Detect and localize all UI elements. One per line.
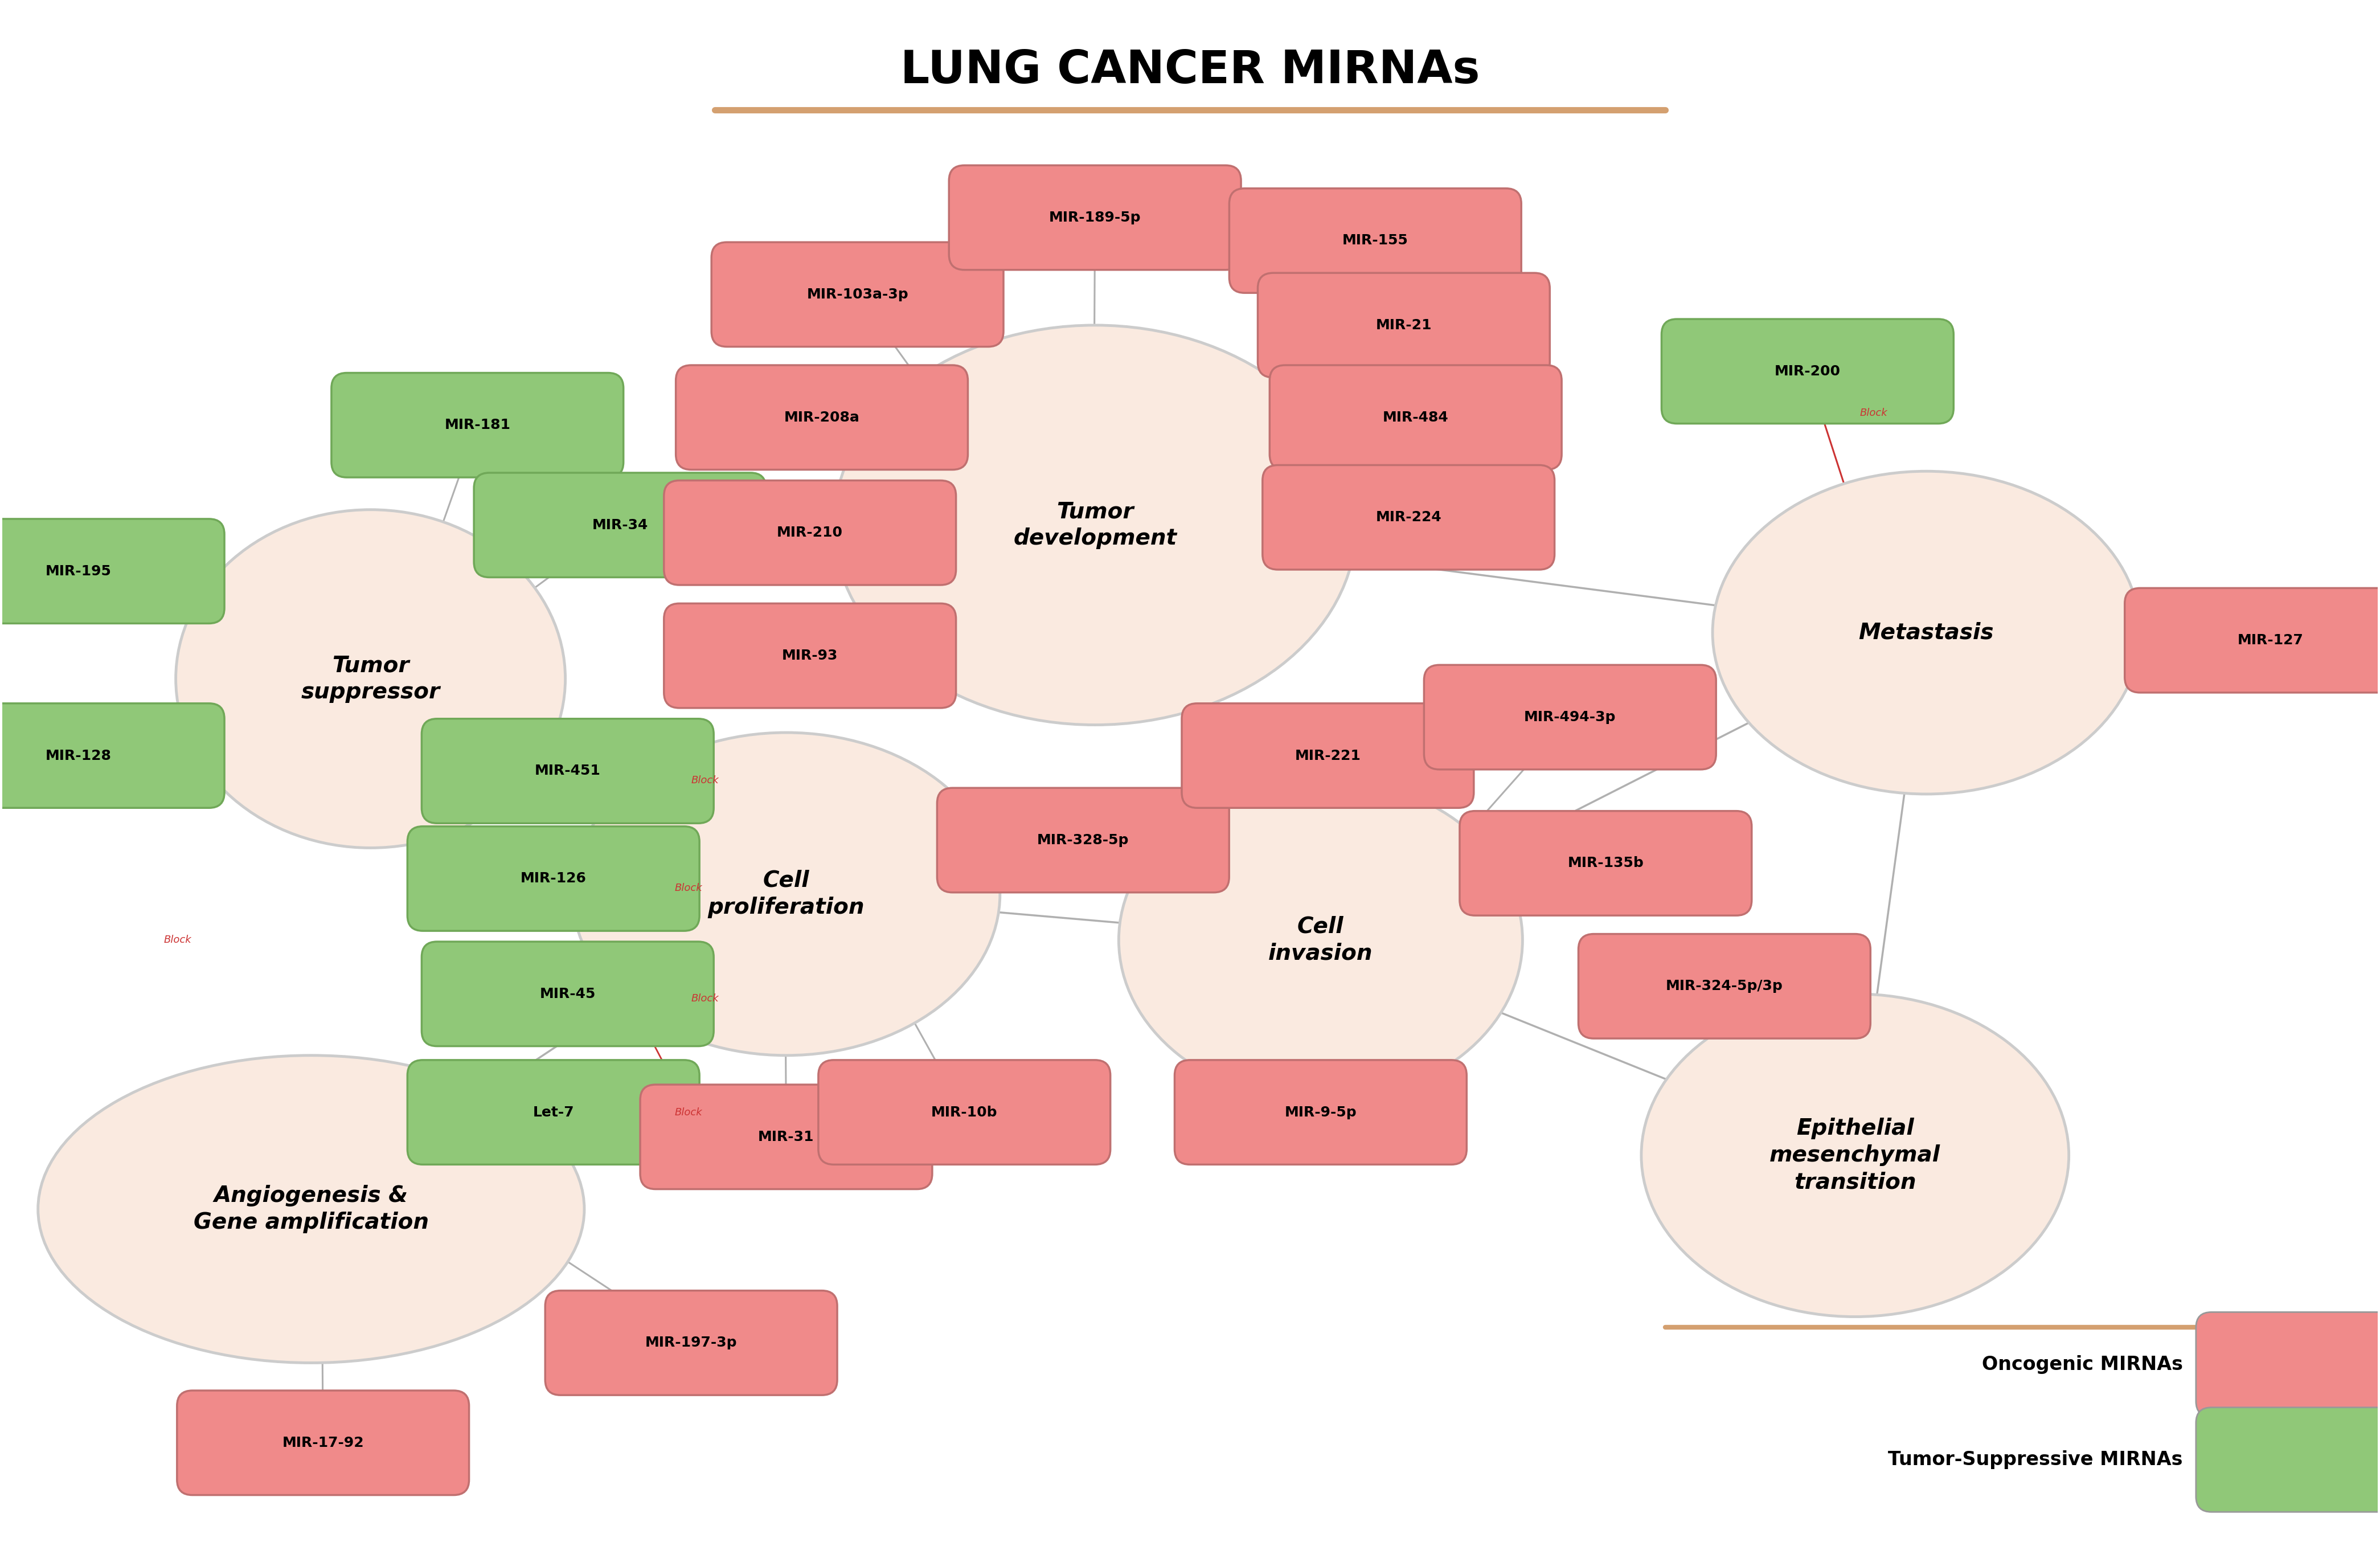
- Text: MIR-127: MIR-127: [2237, 634, 2304, 648]
- Text: Block: Block: [674, 1107, 702, 1118]
- Text: MIR-195: MIR-195: [45, 564, 112, 578]
- FancyBboxPatch shape: [712, 242, 1004, 347]
- Text: MIR-31: MIR-31: [759, 1130, 814, 1144]
- Ellipse shape: [1642, 995, 2068, 1317]
- FancyBboxPatch shape: [2197, 1408, 2380, 1513]
- FancyBboxPatch shape: [474, 473, 766, 577]
- FancyBboxPatch shape: [176, 1391, 469, 1496]
- Text: Let-7: Let-7: [533, 1106, 574, 1119]
- Text: Cell
invasion: Cell invasion: [1269, 916, 1373, 964]
- Ellipse shape: [1714, 472, 2140, 794]
- Text: MIR-45: MIR-45: [540, 987, 595, 1001]
- FancyBboxPatch shape: [407, 827, 700, 931]
- FancyBboxPatch shape: [1228, 188, 1521, 293]
- FancyBboxPatch shape: [1459, 811, 1752, 916]
- Text: MIR-34: MIR-34: [593, 518, 647, 532]
- Text: MIR-197-3p: MIR-197-3p: [645, 1335, 738, 1349]
- Ellipse shape: [574, 732, 1000, 1055]
- FancyBboxPatch shape: [1176, 1059, 1466, 1164]
- Ellipse shape: [176, 510, 566, 848]
- Text: Tumor
suppressor: Tumor suppressor: [300, 654, 440, 703]
- FancyBboxPatch shape: [1257, 273, 1549, 378]
- FancyBboxPatch shape: [1578, 934, 1871, 1038]
- FancyBboxPatch shape: [1183, 703, 1473, 808]
- Ellipse shape: [833, 325, 1357, 725]
- FancyBboxPatch shape: [2125, 588, 2380, 692]
- FancyBboxPatch shape: [545, 1291, 838, 1396]
- Text: Block: Block: [674, 882, 702, 893]
- Text: Tumor-Suppressive MIRNAs: Tumor-Suppressive MIRNAs: [1887, 1451, 2182, 1470]
- FancyBboxPatch shape: [819, 1059, 1111, 1164]
- Ellipse shape: [1119, 779, 1523, 1101]
- Text: MIR-328-5p: MIR-328-5p: [1038, 833, 1128, 847]
- FancyBboxPatch shape: [331, 373, 624, 478]
- Text: MIR-200: MIR-200: [1775, 364, 1840, 378]
- Text: Block: Block: [164, 934, 190, 945]
- Text: MIR-484: MIR-484: [1383, 410, 1449, 424]
- Text: MIR-210: MIR-210: [776, 526, 843, 540]
- Text: Metastasis: Metastasis: [1859, 621, 1994, 643]
- FancyBboxPatch shape: [0, 703, 224, 808]
- FancyBboxPatch shape: [950, 165, 1240, 270]
- Text: Oncogenic MIRNAs: Oncogenic MIRNAs: [1983, 1355, 2182, 1374]
- Text: MIR-494-3p: MIR-494-3p: [1523, 711, 1616, 725]
- FancyBboxPatch shape: [676, 365, 969, 470]
- Text: MIR-21: MIR-21: [1376, 318, 1433, 332]
- FancyBboxPatch shape: [421, 719, 714, 823]
- Text: MIR-128: MIR-128: [45, 749, 112, 762]
- FancyBboxPatch shape: [1661, 319, 1954, 424]
- Text: MIR-10b: MIR-10b: [931, 1106, 997, 1119]
- Text: MIR-208a: MIR-208a: [783, 410, 859, 424]
- FancyBboxPatch shape: [1423, 665, 1716, 769]
- Text: MIR-181: MIR-181: [445, 418, 509, 432]
- Text: MIR-224: MIR-224: [1376, 510, 1442, 524]
- Text: MIR-451: MIR-451: [535, 765, 600, 777]
- Text: MIR-221: MIR-221: [1295, 749, 1361, 762]
- Text: MIR-93: MIR-93: [783, 649, 838, 663]
- Text: MIR-189-5p: MIR-189-5p: [1050, 211, 1140, 225]
- FancyBboxPatch shape: [664, 481, 957, 584]
- Text: MIR-103a-3p: MIR-103a-3p: [807, 288, 909, 301]
- FancyBboxPatch shape: [2197, 1312, 2380, 1417]
- FancyBboxPatch shape: [407, 1059, 700, 1164]
- Text: LUNG CANCER MIRNAs: LUNG CANCER MIRNAs: [900, 48, 1480, 93]
- Text: Block: Block: [690, 776, 719, 785]
- Text: Tumor
development: Tumor development: [1014, 501, 1176, 549]
- Text: Angiogenesis &
Gene amplification: Angiogenesis & Gene amplification: [193, 1184, 428, 1234]
- Text: MIR-17-92: MIR-17-92: [283, 1436, 364, 1449]
- FancyBboxPatch shape: [1269, 365, 1561, 470]
- Text: MIR-324-5p/3p: MIR-324-5p/3p: [1666, 979, 1783, 993]
- Text: Block: Block: [690, 993, 719, 1004]
- Text: Epithelial
mesenchymal
transition: Epithelial mesenchymal transition: [1771, 1118, 1940, 1194]
- FancyBboxPatch shape: [664, 603, 957, 708]
- FancyBboxPatch shape: [640, 1084, 933, 1189]
- FancyBboxPatch shape: [1261, 466, 1554, 569]
- Text: Block: Block: [1859, 407, 1887, 418]
- Text: MIR-126: MIR-126: [521, 871, 585, 885]
- Text: MIR-155: MIR-155: [1342, 234, 1409, 247]
- FancyBboxPatch shape: [938, 788, 1228, 893]
- FancyBboxPatch shape: [0, 520, 224, 623]
- Ellipse shape: [38, 1055, 585, 1363]
- Text: MIR-9-5p: MIR-9-5p: [1285, 1106, 1357, 1119]
- FancyBboxPatch shape: [421, 942, 714, 1045]
- Text: MIR-135b: MIR-135b: [1568, 856, 1645, 870]
- Text: Cell
proliferation: Cell proliferation: [707, 870, 864, 917]
